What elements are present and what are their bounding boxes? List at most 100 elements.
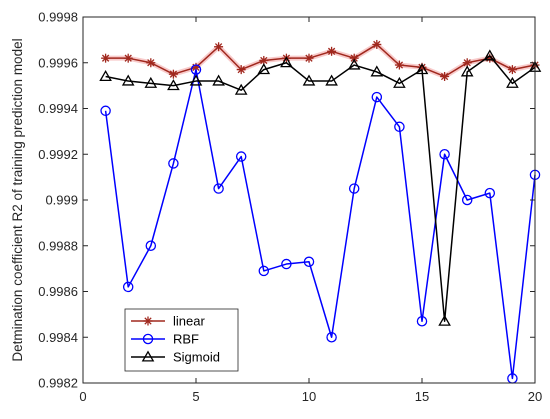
legend-swatch-marker-stroke (144, 317, 152, 325)
x-tick-label: 0 (79, 389, 86, 404)
data-point-sigmoid (212, 74, 225, 86)
series-line-sigmoid (105, 55, 536, 322)
data-point-linear (101, 53, 111, 63)
data-point-linear-stroke (260, 56, 268, 65)
data-point-linear-stroke (124, 54, 132, 62)
data-point-rbf (461, 194, 473, 206)
x-tick-label: 10 (302, 389, 316, 404)
y-tick-label: 0.9986 (38, 284, 78, 299)
data-point-rbf (122, 281, 134, 293)
legend: linear RBF Sigmoid (124, 308, 239, 372)
data-point-sigmoid (460, 65, 474, 77)
data-point-rbf (416, 315, 428, 327)
legend-label: Sigmoid (173, 350, 220, 365)
y-tick-label: 0.9982 (38, 376, 78, 391)
y-tick-label: 0.9998 (38, 10, 78, 25)
data-point-rbf (281, 258, 292, 270)
data-point-linear-stroke (440, 72, 449, 81)
series-line-linear (105, 43, 536, 78)
data-point-sigmoid (415, 63, 429, 75)
data-point-sigmoid (99, 69, 112, 82)
data-point-linear (304, 53, 314, 63)
series-rbf (100, 64, 541, 384)
data-point-sigmoid (144, 76, 158, 88)
data-point-rbf (439, 148, 450, 160)
x-tick-label: 20 (528, 389, 542, 404)
data-point-linear-stroke (463, 59, 471, 67)
data-point-rbf (326, 331, 337, 343)
data-point-linear (349, 53, 359, 63)
data-point-sigmoid (280, 56, 293, 68)
y-tick-label: 0.9992 (38, 147, 78, 162)
data-point-sigmoid (438, 314, 451, 326)
data-point-sigmoid (393, 76, 406, 88)
data-point-sigmoid (189, 74, 203, 86)
legend-swatch-marker (141, 350, 155, 362)
data-point-sigmoid (234, 83, 248, 95)
legend-label: RBF (173, 332, 199, 347)
series-layer (99, 39, 542, 384)
data-point-linear (146, 58, 156, 68)
data-point-linear-stroke (147, 59, 155, 67)
legend-swatch-marker (143, 316, 153, 326)
data-point-linear (327, 46, 337, 56)
y-tick-label: 0.9994 (38, 101, 78, 116)
data-point-sigmoid (506, 76, 519, 88)
data-point-linear (372, 39, 382, 49)
data-point-rbf (145, 240, 157, 251)
x-tick-label: 5 (192, 389, 199, 404)
y-tick-label: 0.9996 (38, 55, 78, 70)
data-point-linear-stroke (327, 47, 336, 55)
legend-label: linear (173, 314, 205, 329)
series-line-rbf (104, 68, 536, 380)
data-point-linear-stroke (418, 63, 426, 71)
data-point-linear (123, 53, 133, 63)
y-tick-label: 0.9984 (38, 330, 78, 345)
data-point-linear-stroke (237, 65, 245, 74)
data-point-sigmoid (302, 74, 316, 86)
legend-swatch-marker (142, 333, 154, 345)
data-point-linear (236, 65, 246, 75)
data-point-linear-stroke (101, 54, 110, 62)
data-point-linear-stroke (508, 65, 517, 74)
series-sigmoid (99, 49, 542, 326)
ticks-layer: 0 5 10 15 20 0.9982 0.9984 0.9986 0.9988 0.999 0.9… (38, 10, 542, 405)
data-point-sigmoid (257, 63, 271, 75)
data-point-rbf (213, 183, 224, 194)
data-point-rbf (484, 187, 496, 199)
y-tick-label: 0.999 (45, 193, 78, 208)
data-point-linear-stroke (305, 54, 313, 62)
data-point-linear (394, 60, 404, 70)
y-tick-label: 0.9988 (38, 238, 78, 253)
data-point-rbf (100, 105, 111, 117)
data-point-linear (259, 55, 269, 65)
data-point-linear (168, 69, 178, 79)
data-point-linear-stroke (395, 61, 404, 69)
legend-item-rbf: RBF (131, 332, 199, 347)
legend-item-linear: linear (131, 314, 205, 329)
data-point-linear (440, 71, 450, 81)
data-point-sigmoid (121, 74, 135, 86)
data-point-sigmoid (347, 58, 361, 70)
data-point-rbf (235, 151, 247, 162)
data-point-rbf (258, 265, 270, 277)
y-axis-title: Detmination coefficient R2 of training p… (10, 38, 25, 361)
data-point-sigmoid (325, 74, 338, 86)
data-point-linear-stroke (214, 43, 223, 51)
data-point-sigmoid (483, 49, 497, 61)
data-point-rbf (371, 91, 383, 103)
data-point-rbf (348, 183, 360, 194)
data-point-rbf (190, 64, 202, 75)
data-point-sigmoid (167, 79, 180, 91)
data-point-linear (507, 65, 517, 75)
data-point-sigmoid (370, 65, 384, 77)
data-point-rbf (394, 121, 405, 133)
data-point-rbf (303, 256, 315, 268)
data-point-linear-stroke (350, 54, 358, 62)
data-point-linear-stroke (373, 40, 381, 49)
data-point-linear (214, 42, 224, 52)
data-point-linear-stroke (169, 70, 178, 78)
x-tick-label: 15 (415, 389, 429, 404)
